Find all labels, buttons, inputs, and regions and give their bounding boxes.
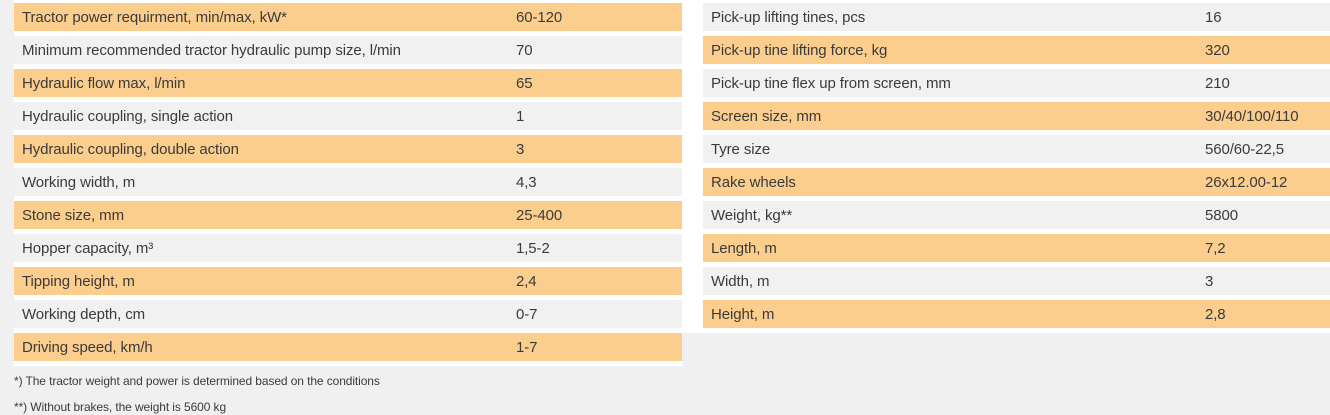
footnotes: *) The tractor weight and power is deter…: [0, 366, 1330, 415]
spec-tables-container: Tractor power requirment, min/max, kW* 6…: [14, 0, 1330, 366]
table-row: Weight, kg** 5800: [703, 201, 1330, 234]
table-row: Height, m 2,8: [703, 300, 1330, 333]
spec-label: Rake wheels: [711, 173, 796, 191]
table-row: Tyre size 560/60-22,5: [703, 135, 1330, 168]
spec-label: Hydraulic coupling, single action: [22, 107, 233, 125]
footnote-weight: **) Without brakes, the weight is 5600 k…: [14, 400, 227, 414]
spec-value: 1-7: [516, 338, 538, 356]
table-row: Hydraulic coupling, double action 3: [14, 135, 682, 168]
table-row: Pick-up tine lifting force, kg 320: [703, 36, 1330, 69]
spec-label: Length, m: [711, 239, 777, 257]
spec-label: Working depth, cm: [22, 305, 146, 323]
table-row: Pick-up lifting tines, pcs 16: [703, 3, 1330, 36]
table-row: Working depth, cm 0-7: [14, 300, 682, 333]
table-row: Tractor power requirment, min/max, kW* 6…: [14, 3, 682, 36]
table-row: Driving speed, km/h 1-7: [14, 333, 682, 366]
spec-value: 560/60-22,5: [1205, 140, 1284, 158]
spec-value: 2,8: [1205, 305, 1226, 323]
spec-value: 16: [1205, 8, 1222, 26]
table-row: Length, m 7,2: [703, 234, 1330, 267]
spec-label: Hopper capacity, m³: [22, 239, 154, 257]
spec-value: 3: [1205, 272, 1214, 290]
spec-label: Tipping height, m: [22, 272, 135, 290]
spec-value: 2,4: [516, 272, 537, 290]
table-row: Rake wheels 26x12.00-12: [703, 168, 1330, 201]
footnote-tractor-power: *) The tractor weight and power is deter…: [14, 374, 380, 388]
spec-label: Driving speed, km/h: [22, 338, 153, 356]
spec-value: 0-7: [516, 305, 538, 323]
spec-value: 320: [1205, 41, 1230, 59]
spec-value: 65: [516, 74, 533, 92]
spec-value: 4,3: [516, 173, 537, 191]
spec-value: 60-120: [516, 8, 563, 26]
spec-label: Tractor power requirment, min/max, kW*: [22, 8, 287, 26]
spec-value: 3: [516, 140, 525, 158]
table-row: Tipping height, m 2,4: [14, 267, 682, 300]
spec-label: Working width, m: [22, 173, 136, 191]
spec-label: Hydraulic coupling, double action: [22, 140, 239, 158]
spec-value: 25-400: [516, 206, 563, 224]
spec-label: Weight, kg**: [711, 206, 793, 224]
table-row: Working width, m 4,3: [14, 168, 682, 201]
spec-label: Pick-up lifting tines, pcs: [711, 8, 866, 26]
spec-value: 26x12.00-12: [1205, 173, 1288, 191]
spec-value: 210: [1205, 74, 1230, 92]
spec-label: Minimum recommended tractor hydraulic pu…: [22, 41, 401, 59]
spec-value: 1,5-2: [516, 239, 550, 257]
table-row: Width, m 3: [703, 267, 1330, 300]
table-row: Pick-up tine flex up from screen, mm 210: [703, 69, 1330, 102]
spec-label: Screen size, mm: [711, 107, 822, 125]
table-row: Minimum recommended tractor hydraulic pu…: [14, 36, 682, 69]
spec-value: 7,2: [1205, 239, 1226, 257]
spec-value: 30/40/100/110: [1205, 107, 1299, 125]
spec-label: Hydraulic flow max, l/min: [22, 74, 186, 92]
spec-value: 1: [516, 107, 525, 125]
spec-table-right: Pick-up lifting tines, pcs 16 Pick-up ti…: [682, 0, 1330, 333]
spec-label: Tyre size: [711, 140, 771, 158]
table-row: Stone size, mm 25-400: [14, 201, 682, 234]
spec-value: 70: [516, 41, 533, 59]
spec-label: Pick-up tine flex up from screen, mm: [711, 74, 951, 92]
table-row: Screen size, mm 30/40/100/110: [703, 102, 1330, 135]
table-row: Hopper capacity, m³ 1,5-2: [14, 234, 682, 267]
table-row: Hydraulic coupling, single action 1: [14, 102, 682, 135]
spec-value: 5800: [1205, 206, 1238, 224]
spec-table-left: Tractor power requirment, min/max, kW* 6…: [14, 0, 682, 366]
spec-label: Pick-up tine lifting force, kg: [711, 41, 888, 59]
spec-label: Stone size, mm: [22, 206, 124, 224]
spec-label: Height, m: [711, 305, 775, 323]
spec-label: Width, m: [711, 272, 770, 290]
table-row: Hydraulic flow max, l/min 65: [14, 69, 682, 102]
